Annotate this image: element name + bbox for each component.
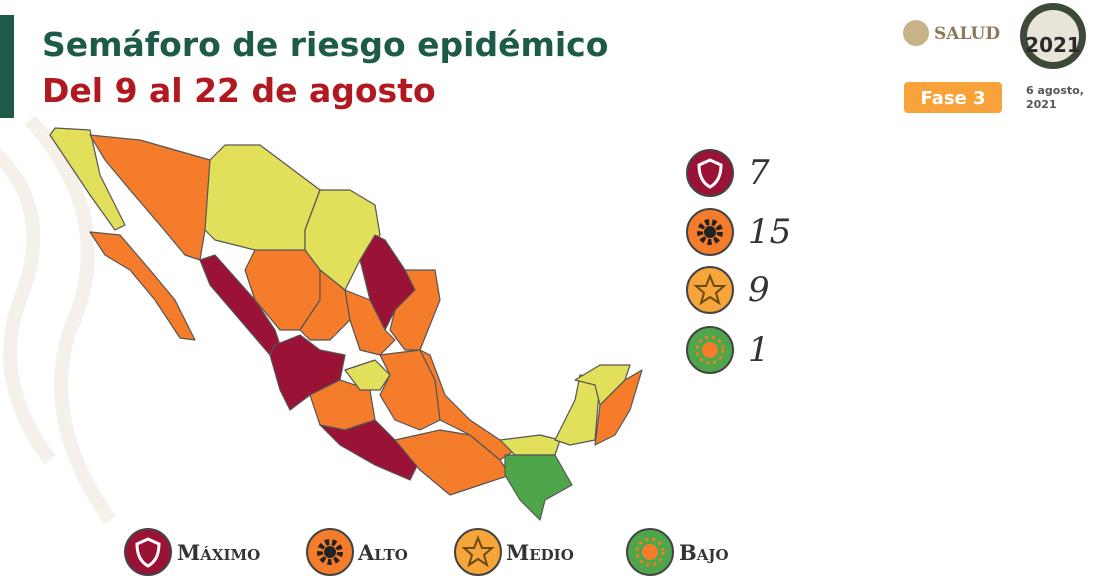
icon-medio bbox=[686, 266, 734, 314]
phase-badge bbox=[904, 82, 1002, 113]
date-line: 2021 bbox=[1026, 98, 1057, 111]
state bbox=[594, 369, 643, 446]
state bbox=[504, 454, 573, 521]
legend-icon bbox=[307, 529, 353, 575]
state bbox=[304, 189, 381, 291]
salud-logo: SALUD bbox=[903, 20, 1000, 46]
state bbox=[49, 127, 126, 231]
state bbox=[89, 231, 196, 341]
legend: Máximo Alto Medio Bajo bbox=[123, 527, 729, 577]
icon-alto bbox=[687, 209, 733, 255]
legend-icon bbox=[454, 528, 502, 576]
legend-label: Máximo bbox=[177, 540, 260, 565]
phase-text: Fase 3 bbox=[920, 88, 985, 109]
year-text: 2021 bbox=[1025, 33, 1081, 57]
subtitle: Del 9 al 22 de agosto bbox=[42, 71, 436, 110]
legend-icon bbox=[625, 527, 675, 577]
state bbox=[499, 434, 561, 456]
map bbox=[49, 127, 643, 521]
legend-icon bbox=[123, 527, 173, 577]
icon-bajo bbox=[685, 325, 735, 375]
state bbox=[204, 144, 321, 256]
count: 9 bbox=[748, 270, 770, 310]
state bbox=[344, 289, 396, 356]
title: Semáforo de riesgo epidémico bbox=[42, 25, 608, 64]
summary: 7 15 9 1 bbox=[685, 148, 791, 375]
count: 15 bbox=[748, 212, 791, 252]
count: 7 bbox=[748, 153, 770, 193]
legend-label: Alto bbox=[357, 540, 408, 565]
state bbox=[389, 269, 441, 351]
logo-text: SALUD bbox=[934, 24, 1000, 44]
icon-maximo bbox=[685, 148, 735, 198]
count: 1 bbox=[748, 330, 770, 370]
date-line: 6 agosto, bbox=[1026, 84, 1084, 97]
accent-bar bbox=[0, 15, 14, 118]
background-pattern bbox=[0, 115, 116, 525]
legend-label: Medio bbox=[506, 540, 574, 565]
state bbox=[554, 374, 601, 446]
legend-label: Bajo bbox=[679, 540, 729, 565]
year-badge: 2021 bbox=[1020, 3, 1086, 69]
state bbox=[344, 359, 391, 391]
